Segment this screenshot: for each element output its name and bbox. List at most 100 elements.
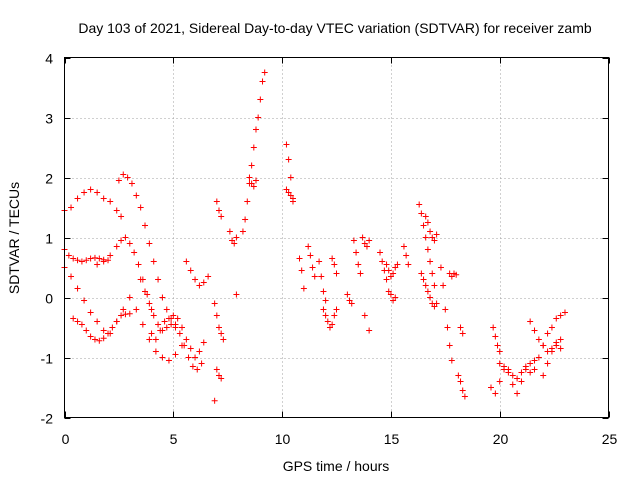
data-point [350, 237, 357, 244]
data-point [424, 219, 431, 226]
data-point [91, 336, 98, 343]
data-point [179, 324, 186, 331]
y-tick-label: -2 [41, 411, 54, 427]
plot-frame [64, 57, 609, 418]
data-point [163, 306, 170, 313]
data-point [105, 330, 112, 337]
data-point [424, 246, 431, 253]
series-track-w [320, 306, 340, 331]
data-point [146, 336, 153, 343]
data-point [105, 257, 112, 264]
data-point [557, 312, 564, 319]
data-point [81, 189, 88, 196]
series-track-x [329, 255, 340, 277]
data-point [501, 363, 508, 370]
data-point [561, 309, 568, 316]
data-point [155, 321, 162, 328]
data-point [377, 249, 384, 256]
data-point [427, 294, 434, 301]
y-tick-label: 0 [45, 291, 53, 307]
series-track-o [233, 291, 240, 298]
series-track-m [211, 397, 218, 404]
data-point [135, 261, 142, 268]
data-point [172, 324, 179, 331]
data-point [113, 207, 120, 214]
data-point [307, 252, 314, 259]
series-track-c [61, 246, 112, 265]
data-point [133, 306, 140, 313]
x-axis-title: GPS time / hours [283, 458, 390, 474]
data-point [157, 327, 164, 334]
data-point [150, 312, 157, 319]
series-track-n [226, 228, 240, 247]
y-tick-label: 4 [45, 51, 53, 67]
data-point [455, 372, 462, 379]
data-point [309, 264, 316, 271]
data-point [422, 282, 429, 289]
data-point [213, 366, 220, 373]
data-point [527, 369, 534, 376]
data-point [553, 342, 560, 349]
data-point [96, 337, 103, 344]
data-point [115, 177, 122, 184]
series-track-ak [446, 270, 460, 280]
x-tick-label: 25 [602, 431, 618, 447]
data-point [122, 311, 129, 318]
data-point [213, 198, 220, 205]
data-point [246, 174, 253, 181]
data-point [139, 321, 146, 328]
data-point [194, 366, 201, 373]
data-point [118, 312, 125, 319]
data-point [172, 351, 179, 358]
data-point [148, 306, 155, 313]
data-point [74, 195, 81, 202]
data-point [324, 318, 331, 325]
data-point [189, 363, 196, 370]
data-point [387, 291, 394, 298]
series-track-ah [418, 270, 440, 310]
data-point [361, 312, 368, 319]
data-point [150, 258, 157, 265]
data-point [420, 276, 427, 283]
data-point [148, 330, 155, 337]
data-point [544, 330, 551, 337]
data-point [329, 321, 336, 328]
data-point [366, 237, 373, 244]
data-point [459, 330, 466, 337]
data-point [557, 345, 564, 352]
data-point [540, 372, 547, 379]
series-track-z [350, 237, 364, 277]
data-points [61, 69, 568, 404]
data-point [196, 282, 203, 289]
data-point [113, 243, 120, 250]
data-point [68, 204, 75, 211]
data-point [165, 357, 172, 364]
data-point [120, 306, 127, 313]
data-point [418, 270, 425, 277]
data-point [100, 258, 107, 265]
data-point [100, 195, 107, 202]
data-point [531, 327, 538, 334]
series-track-j [211, 300, 227, 343]
data-point [379, 258, 386, 265]
data-point [109, 324, 116, 331]
series-track-ae [385, 288, 399, 304]
series-track-ar [531, 309, 568, 373]
data-point [215, 207, 222, 214]
x-tick-label: 15 [384, 431, 400, 447]
data-point [205, 273, 212, 280]
data-point [74, 285, 81, 292]
data-point [213, 312, 220, 319]
data-point [431, 282, 438, 289]
data-point [107, 252, 114, 259]
series-track-aj [437, 264, 455, 364]
series-track-i [183, 258, 212, 289]
data-point [453, 271, 460, 278]
series-track-a [61, 186, 125, 220]
data-point [231, 240, 238, 247]
data-point [514, 375, 521, 382]
data-point [527, 318, 534, 325]
x-tick-label: 0 [62, 431, 70, 447]
data-point [333, 270, 340, 277]
data-point [363, 243, 370, 250]
